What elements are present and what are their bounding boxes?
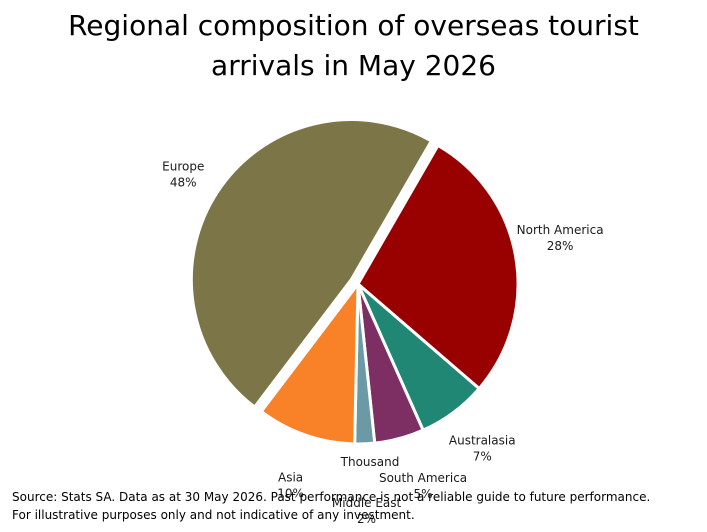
slice-label-australasia: Australasia 7% [449,434,516,464]
slice-label-name: Europe [162,160,204,174]
slice-label-name: South America [379,471,467,485]
slice-label-asia: Asia 10% [277,471,304,501]
footnote-line-2: For illustrative purposes only and not i… [12,508,415,522]
slice-label-value: 5% [414,487,433,501]
slice-label-value: 48% [170,176,197,190]
slice-label-value: 28% [547,239,574,253]
chart-title-line-2: arrivals in May 2026 [211,49,496,82]
slice-label-name: Middle East [332,496,402,510]
footnote-line-1: Source: Stats SA. Data as at 30 May 2026… [12,490,651,504]
slice-label-north-america: North America 28% [517,223,604,253]
slice-label-middle-east: Middle East 2% [332,496,402,526]
slice-label-south-america: South America 5% [379,471,467,501]
pie-chart: North America 28% Australasia 7% South Ameri… [162,118,604,526]
slice-label-name: North America [517,223,604,237]
pie-slice-north-america [356,143,520,391]
pie-slices [189,118,520,446]
slice-label-europe: Europe 48% [162,160,204,190]
pie-slice-europe [189,118,433,409]
pie-labels: North America 28% Australasia 7% South Ameri… [162,160,603,526]
chart-title-line-1: Regional composition of overseas tourist [68,9,639,42]
slice-label-name: Asia [278,471,303,485]
unit-label: Thousand [340,455,400,469]
slice-label-value: 7% [473,450,492,464]
pie-slice-asia [259,282,360,446]
chart-title: Regional composition of overseas tourist… [0,6,707,86]
slice-label-name: Australasia [449,434,516,448]
slice-label-value: 2% [357,512,376,526]
slice-label-value: 10% [277,487,304,501]
footnote: Source: Stats SA. Data as at 30 May 2026… [12,488,702,524]
